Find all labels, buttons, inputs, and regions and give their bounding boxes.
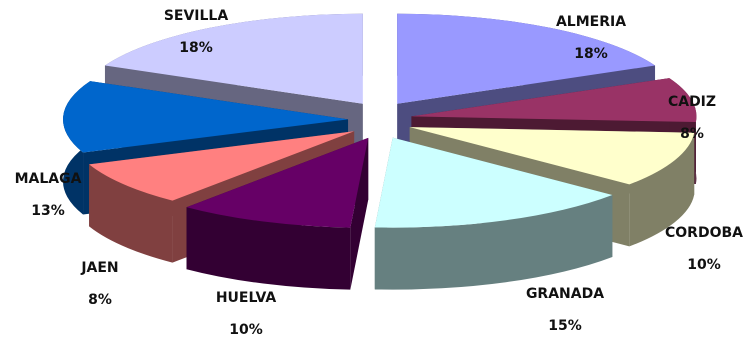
label-almeria-name: ALMERIA — [556, 14, 626, 30]
slice-granada — [374, 137, 613, 228]
label-malaga-name: MALAGA — [15, 171, 82, 187]
slice-granada-wall — [374, 194, 613, 290]
label-almeria-value: 18% — [574, 46, 608, 62]
label-sevilla-value: 18% — [179, 40, 213, 56]
label-jaen-value: 8% — [88, 292, 112, 308]
label-cordoba-name: CORDOBA — [665, 225, 743, 241]
label-granada-value: 15% — [548, 318, 582, 334]
slice-huelva-wall — [186, 207, 351, 290]
slice-huelva — [186, 137, 369, 228]
slice-jaen-wall — [89, 164, 173, 263]
slice-malaga — [63, 81, 349, 153]
slice-cadiz — [411, 78, 697, 123]
label-granada-name: GRANADA — [526, 286, 604, 302]
label-huelva-value: 10% — [229, 322, 263, 338]
label-cordoba-value: 10% — [687, 257, 721, 273]
label-malaga-value: 13% — [31, 203, 65, 219]
slice-almeria — [397, 13, 656, 104]
slice-sevilla — [104, 13, 363, 104]
slice-jaen — [89, 131, 355, 201]
slice-cordoba-wall — [629, 132, 695, 247]
label-cadiz-name: CADIZ — [668, 94, 716, 110]
slice-cordoba — [409, 127, 695, 185]
label-sevilla-name: SEVILLA — [164, 8, 229, 24]
label-huelva-name: HUELVA — [216, 290, 277, 306]
label-jaen-name: JAEN — [80, 260, 118, 276]
label-cadiz-value: 8% — [680, 126, 704, 142]
